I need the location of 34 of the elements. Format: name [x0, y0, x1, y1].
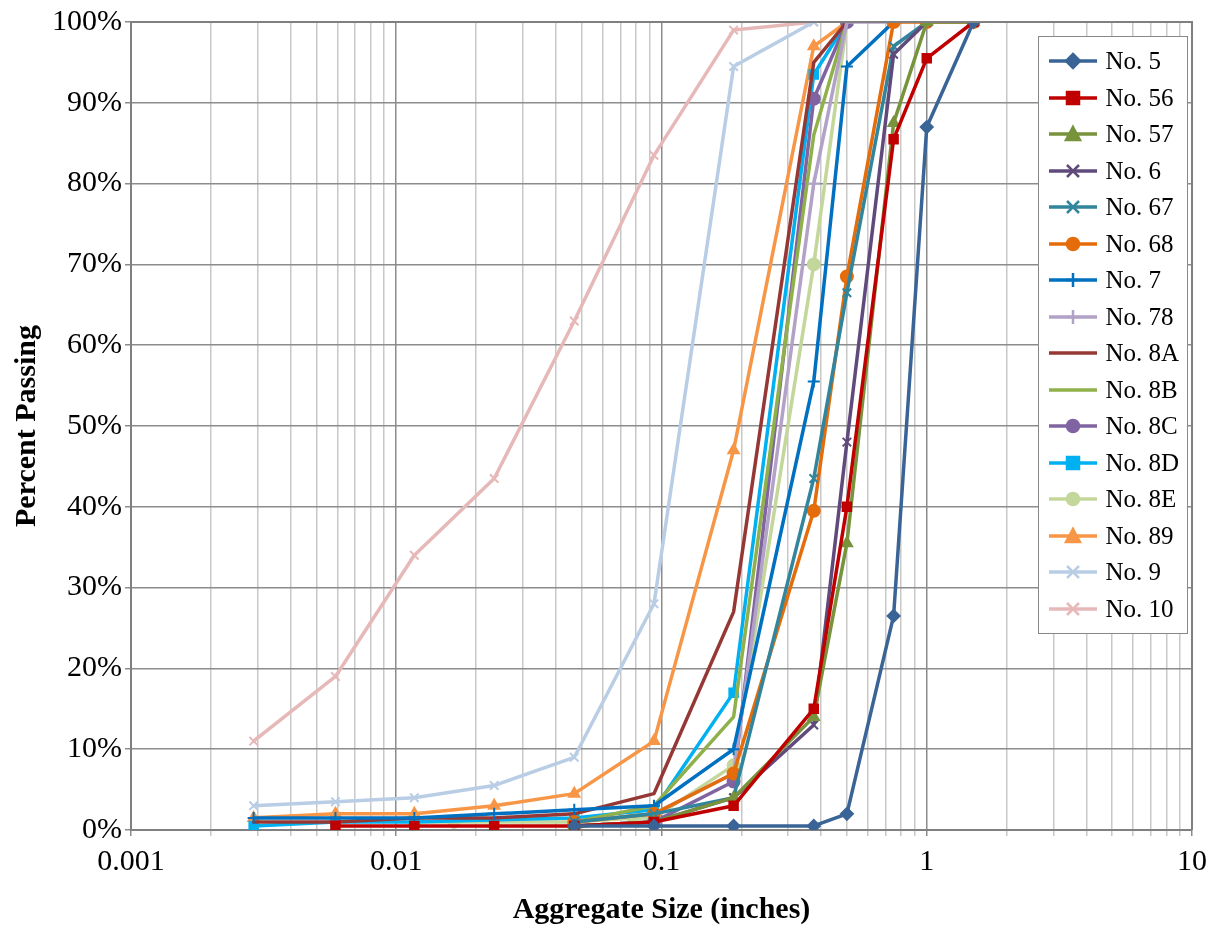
legend-label: No. 78	[1105, 302, 1174, 331]
y-tick-label: 40%	[66, 487, 122, 521]
x-tick-label: 10	[1177, 842, 1207, 876]
y-tick-label: 100%	[51, 2, 122, 36]
legend-label: No. 10	[1105, 594, 1174, 623]
y-tick-label: 80%	[66, 164, 122, 198]
legend-label: No. 7	[1105, 266, 1161, 295]
x-tick-label: 0.001	[97, 842, 165, 876]
y-tick-label: 70%	[66, 245, 122, 279]
x-axis-title: Aggregate Size (inches)	[512, 890, 811, 925]
legend-label: No. 8C	[1105, 412, 1178, 441]
y-axis-title: Percent Passing	[7, 325, 41, 527]
legend-label: No. 9	[1105, 558, 1161, 587]
y-tick-label: 60%	[66, 326, 122, 360]
x-tick-label: 0.01	[369, 842, 423, 876]
legend-label: No. 8D	[1105, 448, 1179, 477]
legend-label: No. 67	[1105, 193, 1174, 222]
y-tick-label: 50%	[66, 406, 122, 440]
legend-label: No. 68	[1105, 229, 1174, 258]
y-tick-label: 20%	[66, 649, 122, 683]
y-tick-label: 10%	[66, 730, 122, 764]
legend-label: No. 57	[1105, 120, 1174, 149]
legend-label: No. 8E	[1105, 485, 1177, 514]
x-tick-label: 0.1	[642, 842, 681, 876]
legend-label: No. 6	[1105, 156, 1161, 185]
y-tick-label: 90%	[66, 83, 122, 117]
legend-label: No. 8A	[1105, 339, 1179, 368]
legend-label: No. 8B	[1105, 375, 1178, 404]
legend-label: No. 56	[1105, 83, 1174, 112]
x-tick-label: 1	[919, 842, 935, 876]
legend-label: No. 89	[1105, 521, 1174, 550]
y-tick-label: 0%	[81, 810, 122, 844]
legend-label: No. 5	[1105, 47, 1161, 76]
y-tick-label: 30%	[66, 568, 122, 602]
